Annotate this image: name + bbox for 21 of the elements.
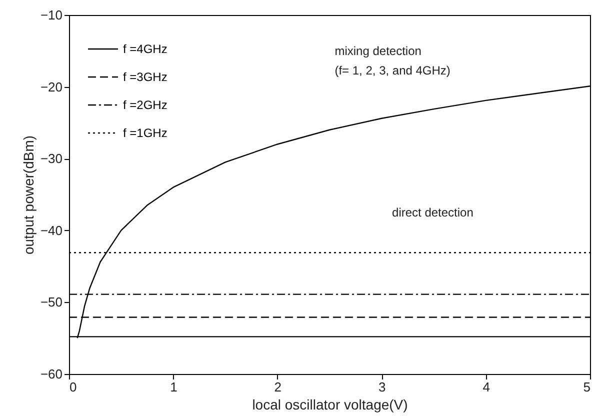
y-tick-label: −10	[40, 8, 62, 22]
y-tick-label: −60	[40, 366, 62, 382]
y-axis-title: output power(dBm)	[20, 135, 36, 255]
annotation: mixing detection	[334, 44, 422, 58]
annotation: direct detection	[392, 205, 474, 220]
y-tick-label: −50	[40, 294, 62, 310]
x-axis-title: local oscillator voltage(V)	[252, 396, 408, 412]
x-tick-label: 2	[274, 380, 282, 394]
x-tick-label: 5	[583, 380, 590, 394]
x-tick-label: 3	[378, 380, 386, 394]
legend-label: f =1GHz	[123, 126, 168, 140]
legend-label: f =2GHz	[123, 98, 168, 112]
y-tick-label: −30	[40, 151, 62, 166]
y-tick-label: −40	[40, 222, 62, 238]
y-tick-label: −20	[40, 79, 62, 94]
legend-label: f =4GHz	[123, 42, 168, 56]
legend-label: f =3GHz	[123, 70, 168, 84]
x-tick-label: 0	[70, 380, 77, 394]
annotation: (f= 1, 2, 3, and 4GHz)	[334, 64, 450, 78]
x-tick-label: 1	[170, 380, 178, 394]
x-tick-label: 4	[482, 380, 490, 394]
